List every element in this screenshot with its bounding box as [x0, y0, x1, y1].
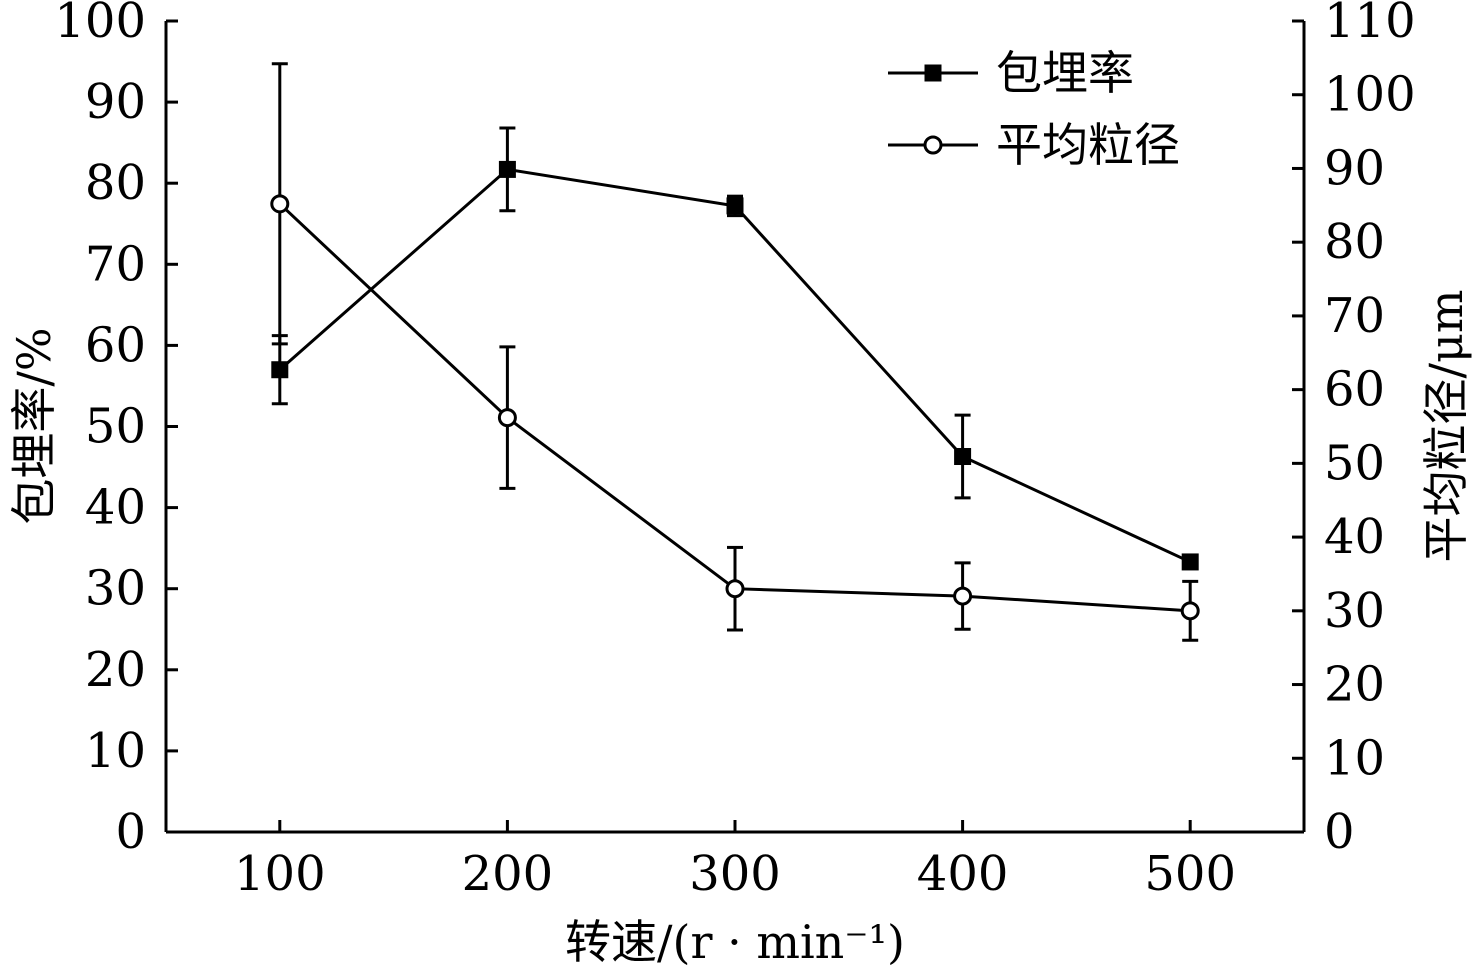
x-tick-label-4: 500 [1144, 846, 1236, 902]
series-0-point-0 [271, 361, 289, 379]
right-y-tick-label-6: 60 [1324, 362, 1385, 418]
series-layer [270, 62, 1200, 642]
left-y-axis-title: 包埋率/% [7, 327, 61, 524]
left-y-tick-label-2: 20 [85, 642, 146, 698]
left-y-tick-label-0: 0 [115, 804, 146, 860]
series-1-point-3 [953, 586, 973, 606]
series-0-point-1 [498, 160, 516, 178]
left-y-tick-label-4: 40 [85, 480, 146, 536]
right-y-tick-label-7: 70 [1324, 288, 1385, 344]
left-y-tick-label-9: 90 [85, 74, 146, 130]
series-0-line [278, 167, 1191, 564]
right-y-tick-label-8: 80 [1324, 214, 1385, 270]
left-y-tick-label-3: 30 [85, 561, 146, 617]
right-y-tick-label-3: 30 [1324, 583, 1385, 639]
series-0-point-2 [726, 197, 744, 215]
right-y-tick-label-2: 20 [1324, 657, 1385, 713]
right-y-tick-label-5: 50 [1324, 435, 1385, 491]
series-0-point-3 [954, 448, 972, 466]
series-1-point-0 [270, 194, 290, 214]
legend-marker-0 [924, 64, 942, 82]
axes: 100 200 300 400 500 0 10 20 30 40 50 60 70 80 90 100 0 10… [54, 0, 1415, 902]
series-1-point-1 [497, 408, 517, 428]
legend-marker-1 [923, 135, 943, 155]
left-y-tick-label-6: 60 [85, 317, 146, 373]
series-0-point-4 [1181, 553, 1199, 571]
right-y-tick-label-4: 40 [1324, 509, 1385, 565]
right-y-axis-title: 平均粒径/μm [1419, 289, 1473, 562]
left-y-tick-label-5: 50 [85, 399, 146, 455]
x-axis-title: 转速/(r · min⁻¹) [565, 915, 905, 969]
right-y-tick-label-10: 100 [1324, 67, 1416, 123]
series-1-point-4 [1180, 601, 1200, 621]
right-y-tick-label-1: 10 [1324, 730, 1385, 786]
x-tick-label-0: 100 [234, 846, 326, 902]
right-y-tick-label-9: 90 [1324, 140, 1385, 196]
left-y-tick-label-1: 10 [85, 723, 146, 779]
x-tick-label-1: 200 [462, 846, 554, 902]
left-y-tick-label-10: 100 [54, 0, 146, 49]
legend-label-0: 包埋率 [996, 46, 1134, 100]
series-1-point-2 [725, 579, 745, 599]
legend-label-1: 平均粒径 [996, 118, 1180, 172]
right-y-tick-label-11: 110 [1324, 0, 1416, 49]
right-y-tick-label-0: 0 [1324, 804, 1355, 860]
x-tick-label-3: 400 [917, 846, 1009, 902]
x-tick-label-2: 300 [689, 846, 781, 902]
left-y-tick-label-7: 70 [85, 236, 146, 292]
series-0 [271, 126, 1199, 571]
left-y-tick-label-8: 80 [85, 155, 146, 211]
series-1 [270, 62, 1200, 642]
